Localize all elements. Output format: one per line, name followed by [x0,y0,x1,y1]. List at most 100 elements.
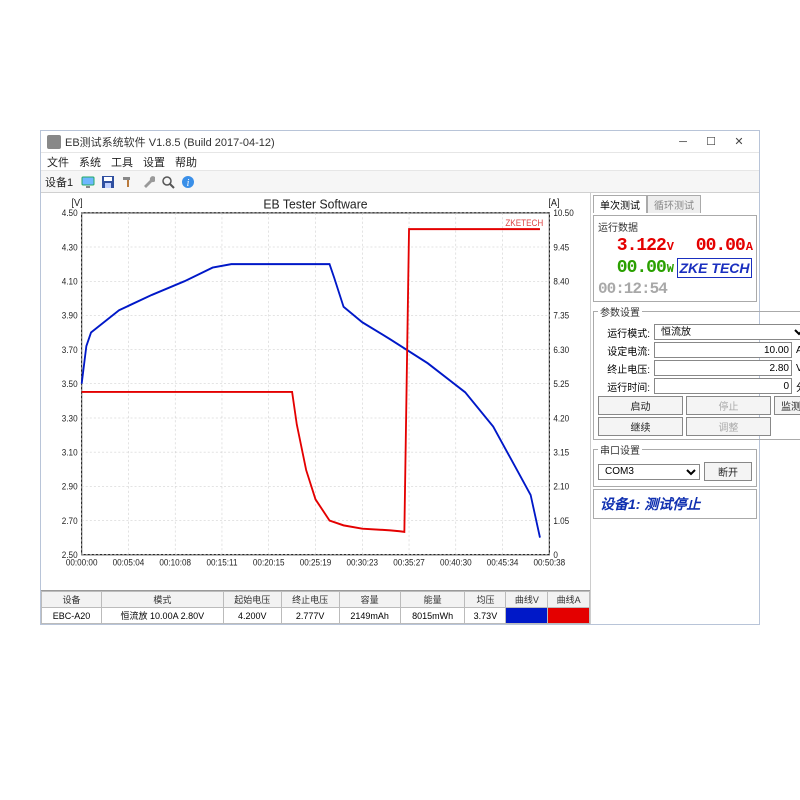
svg-text:4.50: 4.50 [62,208,78,218]
svg-text:9.45: 9.45 [553,242,569,252]
svg-text:8.40: 8.40 [553,276,569,286]
summary-col: 曲线V [506,592,548,608]
svg-text:00:20:15: 00:20:15 [253,557,285,567]
com-legend: 串口设置 [598,442,642,457]
svg-text:4.30: 4.30 [62,242,78,252]
summary-cell: EBC-A20 [42,608,102,624]
com-fieldset: 串口设置 COM3 断开 [593,442,757,487]
menu-tools[interactable]: 工具 [111,154,133,170]
tab-loop-test[interactable]: 循环测试 [647,195,701,213]
param-legend: 参数设置 [598,304,642,319]
svg-text:00:25:19: 00:25:19 [300,557,332,567]
side-panel: 单次测试 循环测试 运行数据 3.122V 00.00A 00.00W ZKE … [591,193,759,624]
svg-text:00:40:30: 00:40:30 [440,557,472,567]
summary-cell: 4.200V [223,608,281,624]
chart-area: [V] EB Tester Software [A] ZKETECH 2.502… [41,193,591,624]
brand-logo: ZKE TECH [677,258,752,278]
current-readout: 00.00A [677,236,752,256]
chart-svg: [V] EB Tester Software [A] ZKETECH 2.502… [41,193,590,590]
adjust-button[interactable]: 调整 [686,417,771,436]
hammer-icon[interactable] [119,173,137,191]
svg-text:00:50:38: 00:50:38 [534,557,566,567]
status-text: 设备1: 测试停止 [593,489,757,519]
com-port-select[interactable]: COM3 [598,464,700,480]
svg-text:00:45:34: 00:45:34 [487,557,519,567]
menubar: 文件 系统 工具 设置 帮助 [41,153,759,171]
summary-col: 终止电压 [281,592,339,608]
tab-single-test[interactable]: 单次测试 [593,195,647,213]
start-button[interactable]: 启动 [598,396,683,415]
svg-text:00:05:04: 00:05:04 [113,557,145,567]
svg-text:10.50: 10.50 [553,208,574,218]
minimize-button[interactable]: ─ [669,133,697,151]
svg-text:2.70: 2.70 [62,516,78,526]
svg-text:3.30: 3.30 [62,413,78,423]
runtime-title: 运行数据 [598,219,752,234]
device-tab[interactable]: 设备1 [45,174,73,190]
menu-settings[interactable]: 设置 [143,154,165,170]
summary-cell [506,608,548,624]
summary-col: 起始电压 [223,592,281,608]
window-title: EB测试系统软件 V1.8.5 (Build 2017-04-12) [65,134,275,150]
svg-text:5.25: 5.25 [553,379,569,389]
mode-select[interactable]: 恒流放 [654,324,800,340]
titlebar: EB测试系统软件 V1.8.5 (Build 2017-04-12) ─ ☐ ✕ [41,131,759,153]
set-current-input[interactable] [654,342,792,358]
wrench-icon[interactable] [139,173,157,191]
svg-text:00:00:00: 00:00:00 [66,557,98,567]
summary-cell [548,608,590,624]
app-window: EB测试系统软件 V1.8.5 (Build 2017-04-12) ─ ☐ ✕… [40,130,760,625]
svg-text:3.70: 3.70 [62,345,78,355]
info-icon[interactable]: i [179,173,197,191]
time-readout: 00:12:54 [598,280,752,298]
monitor-button[interactable]: 监测 [774,396,800,415]
summary-cell: 8015mWh [400,608,465,624]
voltage-readout: 3.122V [598,236,673,256]
toolbar: 设备1 i [41,171,759,193]
maximize-button[interactable]: ☐ [697,133,725,151]
summary-cell: 2.777V [281,608,339,624]
watermark: ZKETECH [505,218,543,228]
close-button[interactable]: ✕ [725,133,753,151]
summary-cell: 恒流放 10.00A 2.80V [101,608,223,624]
summary-table: 设备模式起始电压终止电压容量能量均压曲线V曲线A EBC-A20恒流放 10.0… [41,591,590,624]
mode-label: 运行模式: [598,325,650,340]
svg-text:2.10: 2.10 [553,481,569,491]
svg-text:3.10: 3.10 [62,447,78,457]
summary-cell: 3.73V [465,608,506,624]
svg-text:3.50: 3.50 [62,379,78,389]
svg-text:00:35:27: 00:35:27 [393,557,425,567]
summary-col: 能量 [400,592,465,608]
app-icon [47,135,61,149]
summary-col: 模式 [101,592,223,608]
continue-button[interactable]: 继续 [598,417,683,436]
summary-table-strip: 设备模式起始电压终止电压容量能量均压曲线V曲线A EBC-A20恒流放 10.0… [41,590,590,624]
menu-help[interactable]: 帮助 [175,154,197,170]
run-time-input[interactable] [654,378,792,394]
stop-button[interactable]: 停止 [686,396,771,415]
chart-title: EB Tester Software [263,196,367,212]
cutoff-v-input[interactable] [654,360,792,376]
svg-text:3.15: 3.15 [553,447,569,457]
svg-text:00:15:11: 00:15:11 [206,557,237,567]
cutoff-v-label: 终止电压: [598,361,650,376]
svg-text:2.90: 2.90 [62,481,78,491]
save-icon[interactable] [99,173,117,191]
disconnect-button[interactable]: 断开 [704,462,752,481]
summary-col: 设备 [42,592,102,608]
svg-text:6.30: 6.30 [553,345,569,355]
run-time-label: 运行时间: [598,379,650,394]
menu-system[interactable]: 系统 [79,154,101,170]
screen-icon[interactable] [79,173,97,191]
svg-text:00:10:08: 00:10:08 [159,557,191,567]
svg-text:4.20: 4.20 [553,413,569,423]
menu-file[interactable]: 文件 [47,154,69,170]
svg-text:3.90: 3.90 [62,310,78,320]
svg-text:i: i [187,178,190,189]
summary-cell: 2149mAh [339,608,400,624]
summary-col: 均压 [465,592,506,608]
summary-col: 曲线A [548,592,590,608]
svg-text:4.10: 4.10 [62,276,78,286]
zoom-icon[interactable] [159,173,177,191]
svg-text:7.35: 7.35 [553,310,569,320]
